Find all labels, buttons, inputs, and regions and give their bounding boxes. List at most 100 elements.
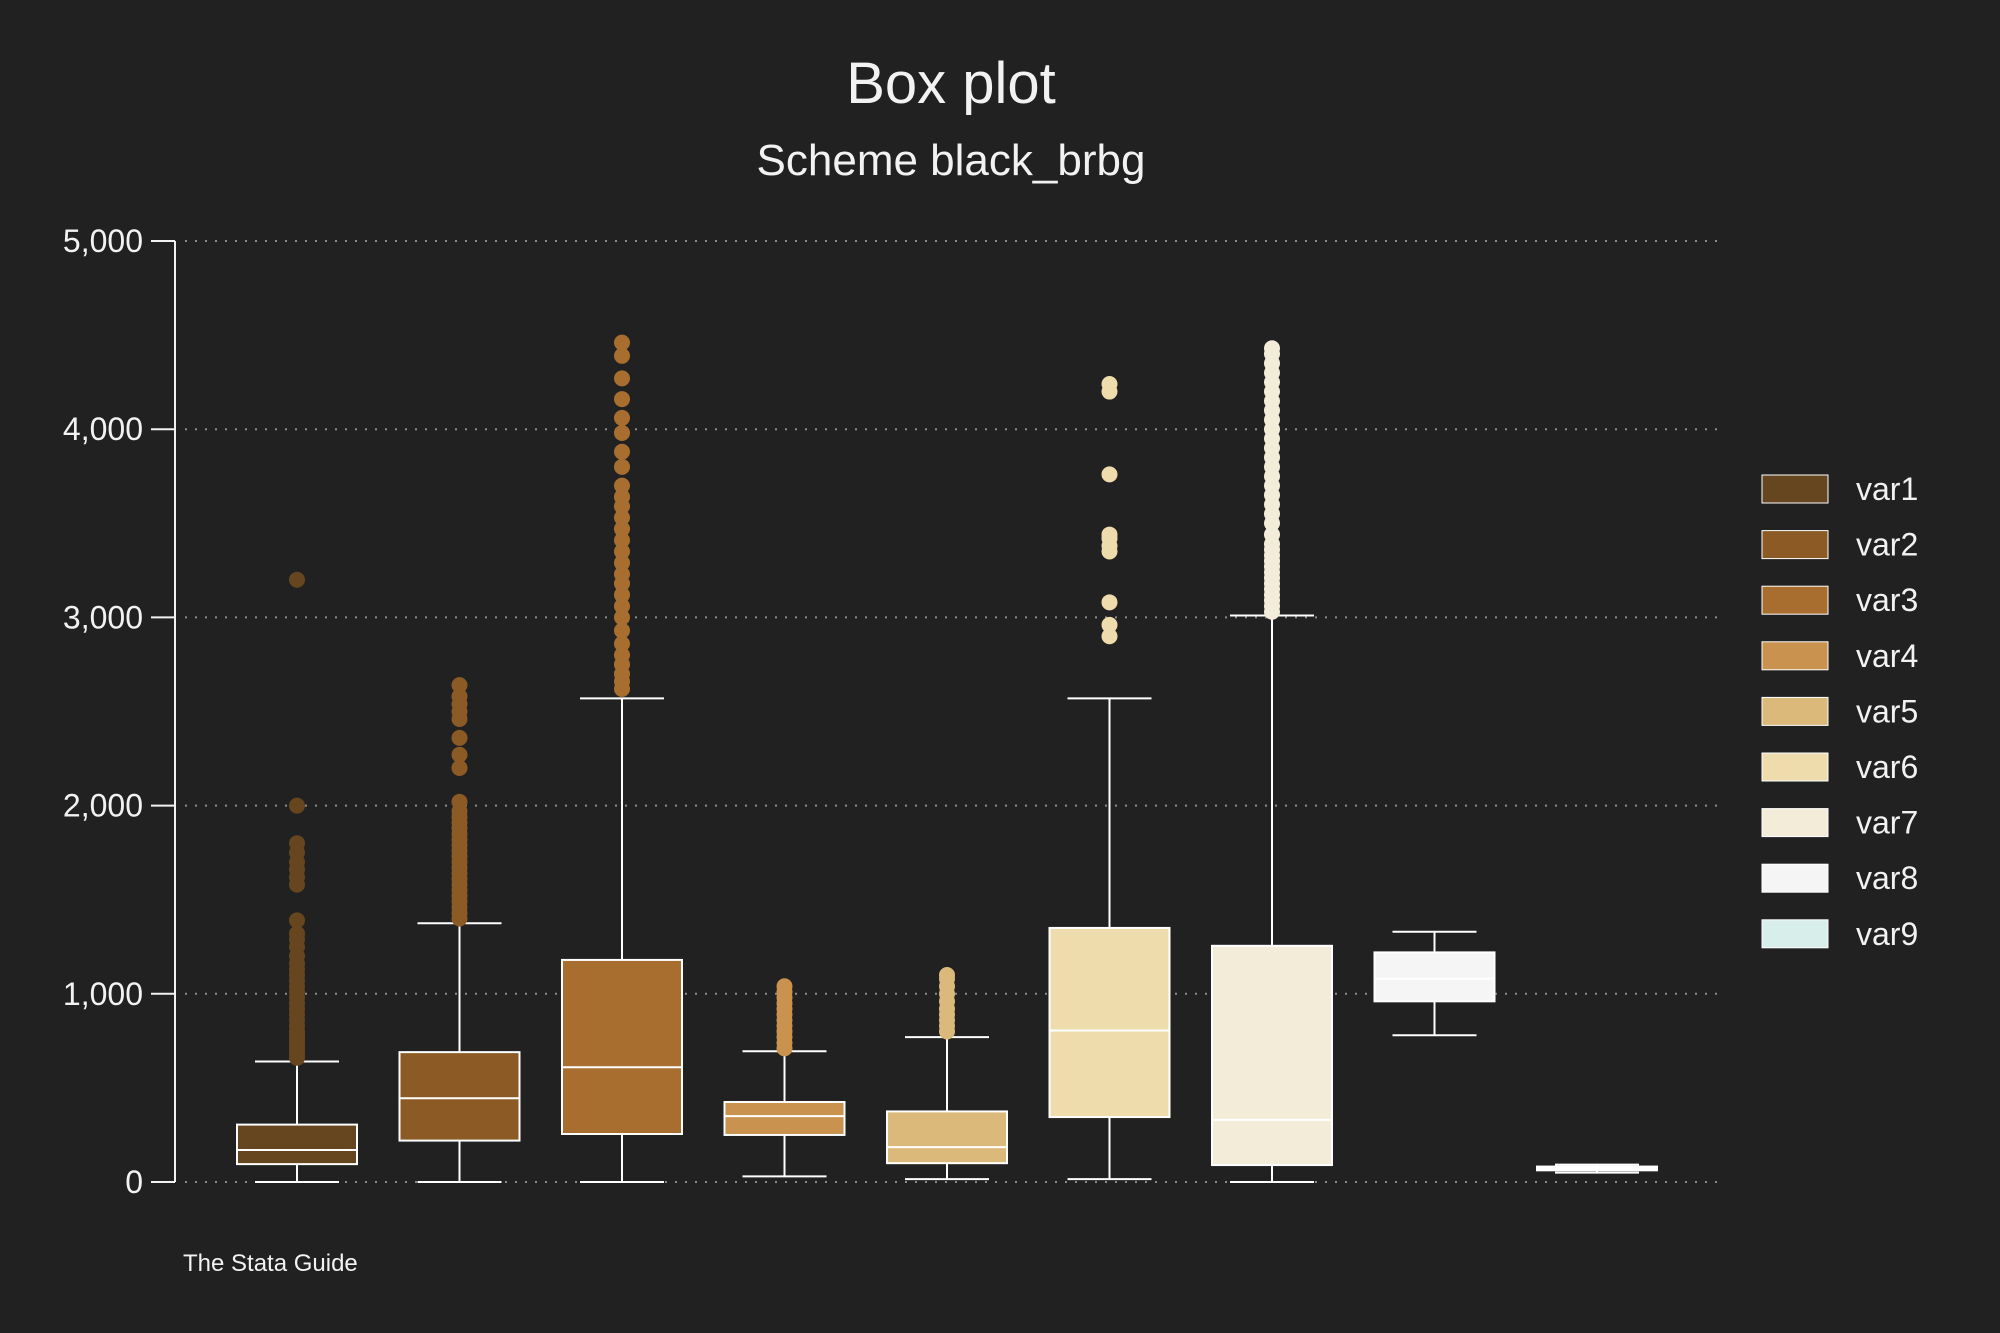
legend-label: var7 [1856, 805, 1918, 841]
y-tick-label: 3,000 [63, 599, 143, 635]
outlier-point [614, 532, 630, 549]
y-axis: 0 1,000 2,000 3,000 4,000 5,000 [63, 223, 176, 1200]
box-iqr [236, 1123, 358, 1166]
outlier-point [289, 925, 305, 942]
legend-label: var5 [1856, 693, 1918, 729]
y-tick-label: 4,000 [63, 411, 143, 447]
outlier-point [614, 598, 630, 615]
outlier-point [451, 677, 468, 694]
y-tick-label: 5,000 [63, 223, 143, 259]
outlier-point [614, 370, 630, 387]
box-var6 [1048, 376, 1171, 1181]
legend-swatch [1761, 530, 1829, 560]
box-iqr [1211, 944, 1333, 1167]
outlier-point [614, 409, 630, 426]
legend-swatch [1761, 808, 1829, 838]
legend: var1 var2 var3 var4 var5 var6 var7 var8 var9 [1761, 471, 1918, 952]
grid-layer [185, 240, 1725, 1183]
box-iqr [1048, 926, 1171, 1119]
outlier-point [1264, 340, 1280, 357]
box-var2 [398, 677, 521, 1183]
outlier-point [614, 477, 630, 494]
outlier-point [451, 793, 468, 810]
outlier-point [614, 443, 630, 460]
outlier-point [1101, 616, 1118, 633]
outlier-point [614, 543, 630, 560]
legend-swatch [1761, 863, 1829, 893]
legend-item-var8: var8 [1761, 860, 1918, 896]
outlier-point [1101, 594, 1118, 611]
outlier-point [289, 912, 305, 929]
legend-item-var9: var9 [1761, 916, 1918, 952]
legend-item-var1: var1 [1761, 471, 1918, 507]
box-var5 [886, 966, 1008, 1181]
outlier-point [939, 966, 955, 983]
legend-item-var2: var2 [1761, 527, 1918, 563]
outlier-point [451, 759, 468, 776]
legend-swatch [1761, 474, 1829, 504]
legend-label: var8 [1856, 860, 1918, 896]
chart-note: The Stata Guide [183, 1250, 358, 1277]
outlier-point [1101, 526, 1118, 543]
legend-label: var6 [1856, 749, 1918, 785]
legend-label: var9 [1856, 916, 1918, 952]
outlier-point [614, 520, 630, 537]
legend-swatch [1761, 696, 1829, 726]
chart-subtitle: Scheme black_brbg [757, 136, 1146, 185]
legend-item-var4: var4 [1761, 638, 1918, 674]
box-var7 [1211, 340, 1333, 1183]
legend-label: var3 [1856, 582, 1918, 618]
outlier-point [1101, 466, 1118, 483]
box-iqr [1373, 951, 1496, 1003]
outlier-point [1101, 628, 1118, 645]
outlier-point [614, 647, 630, 664]
outlier-point [289, 797, 305, 814]
outlier-point [614, 458, 630, 475]
outlier-point [1264, 526, 1280, 543]
legend-item-var7: var7 [1761, 805, 1918, 841]
outlier-point [614, 635, 630, 652]
box-var1 [236, 571, 358, 1183]
box-var3 [561, 334, 683, 1183]
legend-label: var4 [1856, 638, 1918, 674]
legend-item-var6: var6 [1761, 749, 1918, 785]
y-tick-label: 1,000 [63, 976, 143, 1012]
legend-item-var5: var5 [1761, 693, 1918, 729]
outlier-point [614, 391, 630, 408]
box-iqr [886, 1110, 1008, 1165]
plot-area [236, 334, 1658, 1183]
box-var4 [723, 978, 846, 1178]
legend-swatch [1761, 585, 1829, 615]
box-var9 [1536, 1163, 1658, 1174]
outlier-point [614, 347, 630, 364]
outlier-point [614, 586, 630, 603]
box-iqr [561, 958, 683, 1136]
outlier-point [451, 688, 468, 705]
outlier-point [614, 509, 630, 526]
outlier-point [614, 424, 630, 441]
legend-swatch [1761, 919, 1829, 949]
legend-label: var2 [1856, 527, 1918, 563]
y-tick-label: 2,000 [63, 788, 143, 824]
outlier-point [451, 729, 468, 746]
outlier-point [614, 334, 630, 351]
legend-swatch [1761, 641, 1829, 671]
outlier-point [614, 622, 630, 639]
chart-title: Box plot [846, 51, 1056, 116]
box-iqr [723, 1101, 846, 1136]
outlier-point [776, 978, 793, 995]
legend-item-var3: var3 [1761, 582, 1918, 618]
box-iqr [398, 1051, 521, 1142]
legend-label: var1 [1856, 471, 1918, 507]
outlier-point [289, 571, 305, 588]
outlier-point [614, 609, 630, 626]
outlier-point [614, 566, 630, 583]
y-tick-label: 0 [125, 1164, 143, 1200]
outlier-point [289, 835, 305, 852]
outlier-point [1101, 376, 1118, 393]
outlier-point [451, 746, 468, 763]
box-var8 [1373, 930, 1496, 1037]
legend-swatch [1761, 752, 1829, 782]
